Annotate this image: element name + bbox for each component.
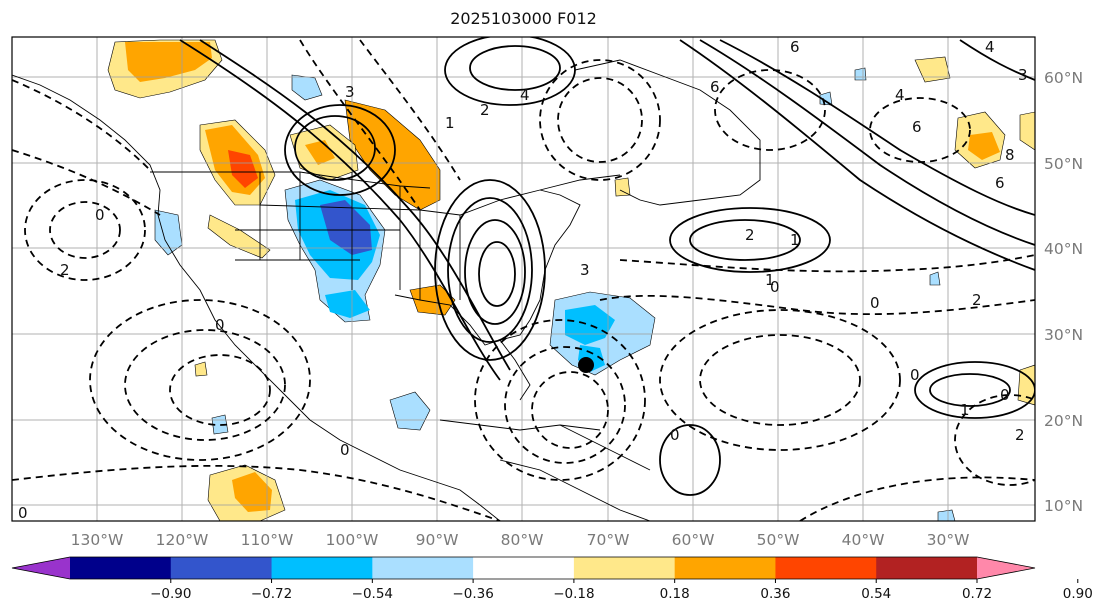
latitude-labels: 60°N 50°N 40°N 30°N 20°N 10°N (1044, 69, 1083, 515)
contour-label: 3 (580, 261, 590, 279)
lat-label-40n: 40°N (1044, 240, 1083, 258)
colorbar-tick-label: 0.72 (962, 586, 992, 602)
contour-label: 2 (1015, 426, 1025, 444)
colorbar-tick-label: −0.18 (553, 586, 594, 602)
contour-label: 4 (520, 86, 530, 104)
colorbar-tick-label: −0.72 (251, 586, 292, 602)
colorbar-segment (775, 557, 877, 579)
lon-label-70w: 70°W (587, 531, 630, 549)
contour-label: 3 (1018, 66, 1028, 84)
contour-label: 0 (870, 294, 880, 312)
contour-label: 6 (710, 78, 720, 96)
colorbar-segment (70, 557, 172, 579)
contour-label: 4 (895, 86, 905, 104)
contour-label: 0 (1000, 386, 1010, 404)
contour-label: 1 (790, 231, 800, 249)
contour-label: 3 (345, 83, 355, 101)
colorbar-tick-label: 0.18 (660, 586, 690, 602)
contour-label: 0 (18, 504, 28, 522)
colorbar-tick-label: −0.54 (352, 586, 393, 602)
contour-label: 0 (910, 366, 920, 384)
lon-label-90w: 90°W (416, 531, 459, 549)
contour-label: 0 (215, 316, 225, 334)
contour-label: 2 (480, 101, 490, 119)
lon-label-120w: 120°W (156, 531, 209, 549)
contour-label: 2 (745, 226, 755, 244)
contour-label: 6 (790, 38, 800, 56)
lon-label-80w: 80°W (501, 531, 544, 549)
colorbar-segment (372, 557, 474, 579)
map-title: 2025103000 F012 (450, 9, 597, 28)
contour-labels: 4 3 2 1 0 6 6 4 6 8 2 1 0 2 0 0 1 0 3 2 … (18, 38, 1028, 522)
colorbar-segment (271, 557, 373, 579)
colorbar-extend-high (977, 557, 1035, 579)
contour-label: 1 (445, 114, 455, 132)
contour-label: 0 (340, 441, 350, 459)
colorbar-extend-low (12, 557, 70, 579)
contour-label: 1 (960, 401, 970, 419)
lat-label-50n: 50°N (1044, 155, 1083, 173)
colorbar-tick-label: 0.90 (1063, 586, 1093, 602)
contour-label: 4 (985, 38, 995, 56)
lon-label-130w: 130°W (71, 531, 124, 549)
lat-label-20n: 20°N (1044, 412, 1083, 430)
lat-label-60n: 60°N (1044, 69, 1083, 87)
lat-label-10n: 10°N (1044, 497, 1083, 515)
dashed-contours (12, 39, 1035, 521)
lon-label-100w: 100°W (326, 531, 379, 549)
contour-label: 6 (995, 174, 1005, 192)
lon-label-30w: 30°W (927, 531, 970, 549)
colorbar-segment (170, 557, 273, 579)
colorbar: −0.90 −0.72 −0.54 −0.36 −0.18 0.18 0.36 0.54 0.7… (11, 556, 1093, 602)
lon-label-60w: 60°W (672, 531, 715, 549)
lat-label-30n: 30°N (1044, 326, 1083, 344)
colorbar-outline (11, 556, 1036, 580)
storm-center-marker (578, 357, 594, 373)
map-background (12, 37, 1035, 521)
colorbar-tick-label: −0.90 (150, 586, 191, 602)
solid-contours (179, 37, 1035, 496)
contour-label: 6 (912, 118, 922, 136)
colorbar-segment (473, 557, 575, 579)
colorbar-segment (674, 557, 776, 579)
anomaly-fills (107, 39, 1035, 521)
longitude-labels: 130°W 120°W 110°W 100°W 90°W 80°W 70°W 6… (71, 531, 970, 549)
colorbar-tick-label: 0.54 (861, 586, 891, 602)
contour-label: 2 (972, 291, 982, 309)
colorbar-tick-label: 0.36 (760, 586, 790, 602)
contour-label: 2 (60, 261, 70, 279)
contour-label: 0 (95, 206, 105, 224)
contour-label: 0 (670, 426, 680, 444)
map-frame (11, 36, 1036, 522)
colorbar-tick-label: −0.36 (452, 586, 493, 602)
contour-label: 1 (765, 271, 775, 289)
contour-label: 8 (1005, 146, 1015, 164)
colorbar-segment (573, 557, 676, 579)
contour-label: 0 (770, 278, 780, 296)
lon-label-50w: 50°W (757, 531, 800, 549)
lon-label-110w: 110°W (241, 531, 294, 549)
colorbar-segment (876, 557, 978, 579)
lon-label-40w: 40°W (842, 531, 885, 549)
